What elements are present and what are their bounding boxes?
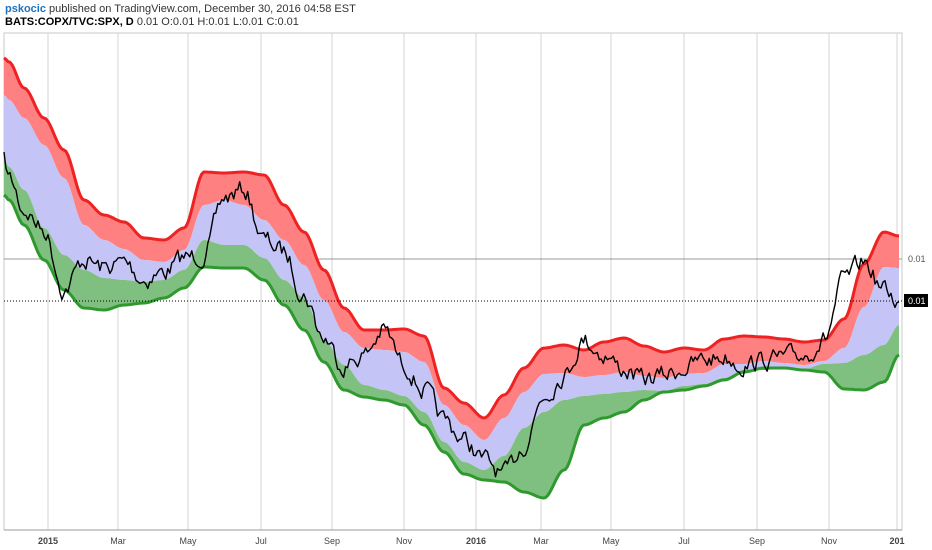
x-tick-label: Mar xyxy=(110,536,126,546)
publish-line: pskocic published on TradingView.com, De… xyxy=(5,3,356,16)
x-tick-label: May xyxy=(602,536,620,546)
last-price-badge xyxy=(904,294,928,307)
price-line xyxy=(3,151,900,478)
middle-band xyxy=(4,95,899,470)
y-tick-label: 0.01 xyxy=(908,254,926,264)
last-price-label: 0.01 xyxy=(908,296,926,306)
x-tick-label: Sep xyxy=(324,536,340,546)
symbol-label[interactable]: BATS:COPX/TVC:SPX, D xyxy=(5,16,134,28)
published-text: published on TradingView.com, December 3… xyxy=(49,3,356,15)
ohlc-values: 0.01 O:0.01 H:0.01 L:0.01 C:0.01 xyxy=(136,16,299,28)
lower-edge-line xyxy=(2,193,900,500)
x-tick-label: Nov xyxy=(821,536,838,546)
author-link[interactable]: pskocic xyxy=(5,3,46,15)
upper-edge-line xyxy=(3,56,900,420)
x-tick-label: May xyxy=(179,536,197,546)
x-tick-label: 2016 xyxy=(466,536,486,546)
chart-header: pskocic published on TradingView.com, De… xyxy=(5,3,356,29)
x-tick-label: Nov xyxy=(396,536,413,546)
x-tick-label: Jul xyxy=(678,536,690,546)
x-tick-label: 2015 xyxy=(38,536,58,546)
symbol-line: BATS:COPX/TVC:SPX, D 0.01 O:0.01 H:0.01 … xyxy=(5,16,356,29)
x-tick-label: 201 xyxy=(889,536,904,546)
x-tick-label: Jul xyxy=(255,536,267,546)
upper-band xyxy=(4,58,899,440)
x-tick-label: Mar xyxy=(533,536,549,546)
x-tick-label: Sep xyxy=(749,536,765,546)
